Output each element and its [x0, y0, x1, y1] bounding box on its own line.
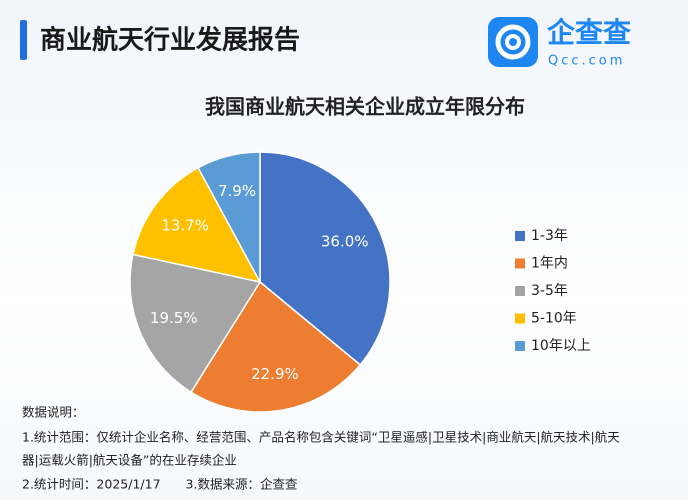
legend-label: 1年内: [531, 256, 568, 272]
pie-slice: [129, 253, 262, 394]
legend-label: 5-10年: [531, 311, 577, 327]
legend-swatch: [515, 258, 525, 269]
pie-slice: [259, 151, 391, 366]
legend-swatch: [515, 231, 525, 241]
title-bar: [20, 20, 27, 60]
pie-slice: [197, 151, 261, 283]
legend-label: 1-3年: [531, 228, 568, 244]
legend-swatch: [515, 341, 525, 351]
legend-label: 10年以上: [531, 338, 591, 354]
legend-swatch: [515, 286, 525, 296]
pie-slice: [132, 166, 262, 284]
chart-title: 我国商业航天相关企业成立年限分布: [205, 95, 525, 119]
note-line: 数据说明：: [22, 405, 85, 420]
logo-icon: [488, 17, 538, 67]
value-label: 36.0%: [321, 233, 369, 251]
logo-domain: Qcc.com: [548, 54, 625, 69]
value-label: 13.7%: [161, 216, 209, 234]
value-label: 22.9%: [251, 365, 299, 383]
logo-inner: [505, 34, 521, 50]
value-label: 7.9%: [218, 182, 256, 200]
note-line: 器|运载火箭|航天设备”的在业存续企业: [22, 453, 237, 468]
page-title: 商业航天行业发展报告: [40, 25, 300, 56]
legend-swatch: [515, 313, 525, 324]
pie-slice: [190, 280, 362, 413]
value-label: 19.5%: [150, 309, 198, 327]
logo-ring: [495, 24, 531, 60]
legend-label: 3-5年: [531, 283, 568, 299]
note-line: 2.统计时间：2025/1/17 3.数据来源：企查查: [22, 477, 298, 492]
logo-name: 企查查: [547, 16, 631, 49]
note-line: 1.统计范围：仅统计企业名称、经营范围、产品名称包含关键词“卫星遥感|卫星技术|…: [22, 430, 620, 445]
